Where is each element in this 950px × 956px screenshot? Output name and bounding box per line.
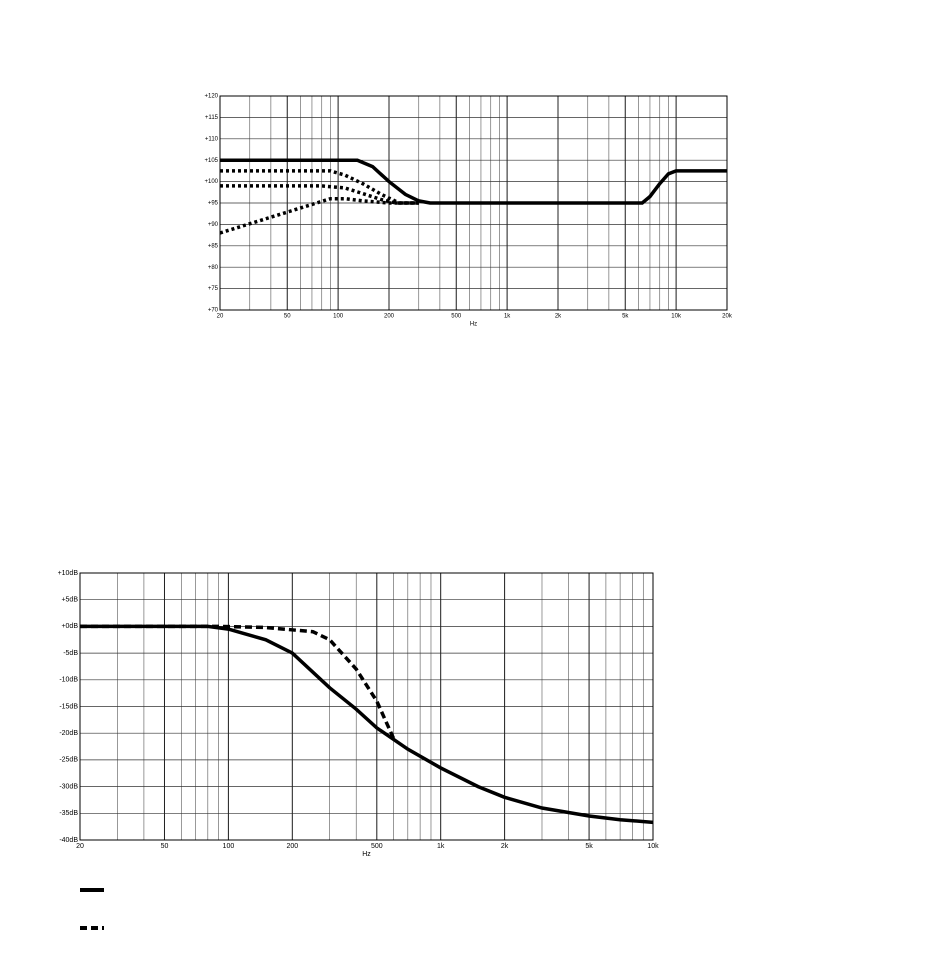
x-tick-label: 20k [722, 314, 733, 320]
series-line [219, 196, 419, 235]
x-tick-label: 200 [384, 314, 395, 320]
x-tick-label: 1k [504, 314, 511, 320]
x-tick-label: 50 [284, 314, 291, 320]
x-tick-label: 20 [76, 843, 84, 850]
y-tick-label: +105 [204, 158, 218, 164]
x-axis-label: Hz [362, 851, 371, 858]
y-tick-label: -30dB [59, 783, 78, 790]
chart: -40dB -35dB -30dB -25dB -20dB -15dB -10dB -5dB +… [58, 570, 659, 930]
x-axis-label: Hz [470, 322, 477, 328]
series-line [80, 624, 654, 825]
x-tick-label: 5k [585, 843, 593, 850]
y-tick-label: +10dB [58, 570, 79, 577]
y-tick-label: +90 [208, 222, 219, 228]
y-tick-label: -35dB [59, 810, 78, 817]
x-tick-label: 1k [437, 843, 445, 850]
y-tick-label: +115 [205, 115, 219, 121]
y-tick-label: +95 [208, 201, 219, 207]
y-tick-label: +120 [204, 94, 218, 100]
y-tick-label: +75 [208, 286, 219, 292]
y-tick-label: +110 [205, 136, 219, 142]
y-tick-label: +0dB [61, 623, 78, 630]
x-tick-label: 200 [286, 843, 298, 850]
x-tick-label: 100 [333, 314, 344, 320]
x-tick-label: 5k [622, 314, 629, 320]
series-line [220, 158, 727, 205]
x-tick-label: 100 [223, 843, 235, 850]
y-tick-label: +70 [208, 308, 219, 314]
x-tick-label: 2k [501, 843, 509, 850]
y-tick-label: -40dB [59, 837, 78, 844]
x-tick-label: 2k [555, 314, 562, 320]
y-tick-label: +85 [208, 243, 219, 249]
plot-frame [79, 572, 654, 841]
x-tick-label: 20 [217, 314, 224, 320]
y-tick-label: -10dB [59, 677, 78, 684]
plot-frame [219, 95, 728, 311]
y-tick-label: +80 [208, 265, 219, 271]
chart: +70 +75 +80 +85 +90 +95 +100 +105 +110 +115 +120 20… [204, 94, 732, 328]
y-tick-label: -15dB [59, 703, 78, 710]
y-tick-label: +5dB [61, 597, 78, 604]
y-tick-label: -5dB [63, 650, 78, 657]
x-tick-label: 10k [647, 843, 659, 850]
x-tick-label: 500 [371, 843, 383, 850]
y-tick-label: -20dB [59, 730, 78, 737]
x-tick-label: 10k [671, 314, 682, 320]
x-tick-label: 500 [451, 314, 462, 320]
y-tick-label: +100 [204, 179, 218, 185]
y-tick-label: -25dB [59, 757, 78, 764]
x-tick-label: 50 [161, 843, 169, 850]
series-line [80, 624, 396, 740]
